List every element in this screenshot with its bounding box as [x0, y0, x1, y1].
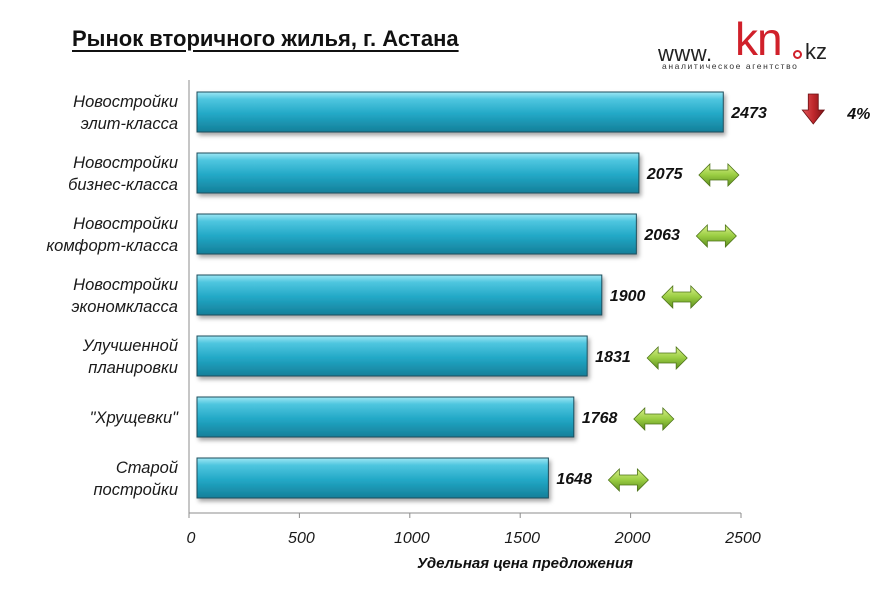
category-label: бизнес-класса [68, 176, 178, 194]
bar [196, 396, 575, 438]
both-arrow-icon [695, 224, 737, 248]
value-label: 2063 [643, 227, 680, 244]
category-label: Новостройки [73, 154, 178, 172]
value-label: 1900 [610, 288, 646, 305]
x-tick-label: 1500 [504, 530, 540, 547]
category-label: элит-класса [81, 115, 178, 133]
logo-ring-icon [793, 50, 802, 59]
both-arrow-icon [661, 285, 703, 309]
labels: Новостройки элит-класса 2473 4% Новостройки б… [46, 93, 870, 499]
category-label: комфорт-класса [46, 237, 178, 255]
bar [196, 91, 724, 133]
both-arrow-shape [646, 346, 688, 370]
category-label: Новостройки [73, 215, 178, 233]
category-label: Старой [116, 459, 178, 477]
both-arrow-icon [698, 163, 740, 187]
x-tick-label: 500 [288, 530, 315, 547]
brand-logo: www. kn kz аналитическое агентство [654, 13, 854, 76]
value-label: 1648 [556, 471, 592, 488]
value-label: 1768 [582, 410, 618, 427]
both-arrow-shape [633, 407, 675, 431]
value-label: 2075 [646, 166, 684, 183]
both-arrow-icon [646, 346, 688, 370]
category-label: "Хрущевки" [90, 409, 180, 427]
x-tick-label: 2000 [614, 530, 651, 547]
logo-tld: kz [805, 39, 827, 64]
category-label: Улучшенной [82, 337, 178, 355]
category-label: планировки [88, 359, 178, 377]
category-label: Новостройки [73, 93, 178, 111]
both-arrow-shape [695, 224, 737, 248]
trend-label: 4% [846, 106, 870, 123]
bars [196, 91, 724, 499]
down-arrow-icon [801, 93, 826, 125]
x-tick-label: 2500 [724, 530, 761, 547]
chart-title: Рынок вторичного жилья, г. Астана [72, 26, 459, 51]
bar [196, 213, 637, 255]
bar [196, 457, 549, 499]
x-axis-title: Удельная цена предложения [417, 555, 633, 572]
bar [196, 335, 588, 377]
category-label: экономкласса [71, 298, 178, 316]
x-tick-label: 1000 [394, 530, 430, 547]
both-arrow-shape [698, 163, 740, 187]
down-arrow-shape [801, 93, 826, 125]
axes: 0 500 1000 1500 2000 2500 Удельная цена предло… [187, 80, 761, 572]
bar [196, 274, 603, 316]
bar [196, 152, 640, 194]
value-label: 2473 [730, 105, 767, 122]
both-arrow-shape [661, 285, 703, 309]
category-label: Новостройки [73, 276, 178, 294]
logo-brand: kn [735, 13, 783, 65]
category-label: постройки [93, 481, 178, 499]
both-arrow-icon [633, 407, 675, 431]
value-label: 1831 [595, 349, 631, 366]
x-tick-label: 0 [187, 530, 196, 547]
logo-www: www. [658, 41, 713, 66]
logo-tagline: аналитическое агентство [662, 61, 799, 71]
both-arrow-shape [607, 468, 649, 492]
both-arrow-icon [607, 468, 649, 492]
